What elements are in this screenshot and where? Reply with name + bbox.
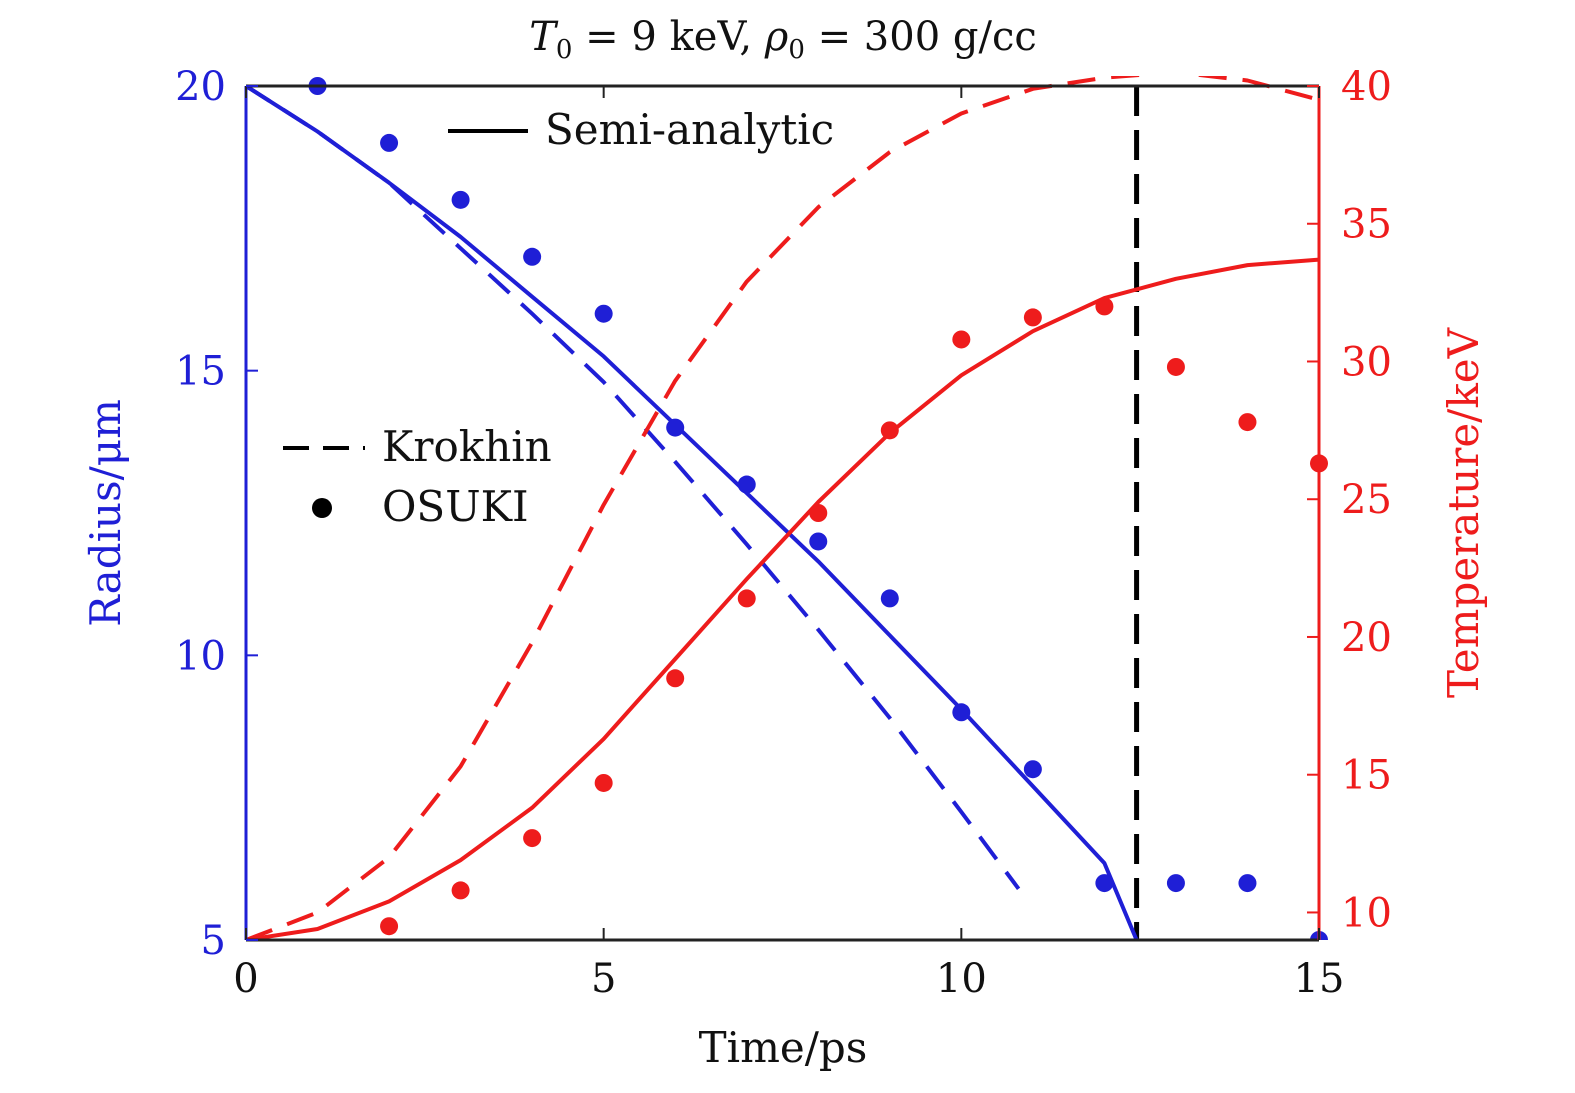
legend-osuki: OSUKI <box>312 482 529 531</box>
legend-dot-swatch <box>312 498 332 518</box>
temperature-osuki-point <box>809 504 828 522</box>
chart-title: T0 = 9 keV, ρ0 = 300 g/cc <box>529 14 1037 65</box>
radius-semi-analytic-line <box>246 84 1139 940</box>
radius-osuki-point <box>1166 874 1185 893</box>
legend-osuki-label: OSUKI <box>382 482 529 531</box>
radius-osuki-point <box>880 589 899 608</box>
y-tick-label-right: 40 <box>1341 64 1392 110</box>
temperature-osuki-point <box>880 421 899 440</box>
legend-semi-analytic-label: Semi-analytic <box>545 105 834 154</box>
temperature-osuki-point <box>1166 357 1185 376</box>
radius-osuki-point <box>1238 874 1257 893</box>
y-tick-label-right: 30 <box>1341 339 1392 385</box>
temperature-osuki-point <box>1095 297 1114 316</box>
x-tick-label: 0 <box>233 956 258 1002</box>
radius-osuki-point <box>737 475 756 494</box>
y-axis-label-left: Radius/μm <box>81 399 130 627</box>
axes <box>244 84 1321 942</box>
y-tick-label-right: 25 <box>1341 477 1392 523</box>
radius-osuki-point <box>952 703 971 722</box>
y-tick-label-left: 5 <box>201 918 226 964</box>
y-tick-label-right: 20 <box>1341 615 1392 661</box>
title-t-symbol: T <box>529 14 559 60</box>
radius-krokhin-line <box>246 84 1021 890</box>
legend-semi-analytic: Semi-analytic <box>448 105 834 154</box>
radius-osuki-point <box>809 532 828 551</box>
x-tick-label: 5 <box>591 956 616 1002</box>
temperature-krokhin-line <box>246 76 1320 940</box>
y-tick-label-left: 20 <box>175 64 226 110</box>
x-axis-label: Time/ps <box>699 1023 868 1072</box>
temperature-osuki-point <box>737 589 756 608</box>
radius-osuki-point <box>666 418 685 437</box>
temperature-osuki-points <box>380 297 1328 936</box>
x-tick-label: 10 <box>936 956 987 1002</box>
temperature-osuki-point <box>1238 413 1257 432</box>
y-tick-label-left: 15 <box>175 349 226 395</box>
radius-osuki-point <box>523 247 542 266</box>
legend-krokhin-label: Krokhin <box>382 422 552 471</box>
title-rho-symbol: ρ <box>764 14 789 60</box>
y-tick-label-right: 35 <box>1341 202 1392 248</box>
radius-osuki-point <box>594 304 613 323</box>
radius-osuki-point <box>1023 760 1042 779</box>
plot-area <box>246 76 1328 940</box>
y-tick-label-right: 15 <box>1341 753 1392 799</box>
title-rho-value: = 300 g/cc <box>805 14 1037 60</box>
radius-osuki-points <box>308 77 1328 940</box>
legend-krokhin: Krokhin <box>283 422 552 471</box>
title-rho-sub: 0 <box>788 35 805 65</box>
temperature-osuki-point <box>952 330 971 349</box>
temperature-osuki-point <box>451 881 470 900</box>
title-t-value: = 9 keV, <box>572 14 764 60</box>
radius-osuki-point <box>451 190 470 209</box>
temperature-semi-analytic-line <box>246 257 1320 940</box>
temperature-osuki-point <box>1023 308 1042 327</box>
radius-osuki-point <box>1095 874 1114 893</box>
temperature-osuki-point <box>380 917 399 936</box>
y-tick-label-left: 10 <box>175 633 226 679</box>
y-tick-label-right: 10 <box>1341 890 1392 936</box>
temperature-osuki-point <box>523 829 542 848</box>
title-t-sub: 0 <box>556 35 573 65</box>
y-axis-label-right: Temperature/keV <box>1439 327 1488 698</box>
temperature-osuki-point <box>594 773 613 792</box>
x-tick-label: 15 <box>1294 956 1345 1002</box>
radius-osuki-point <box>380 133 399 152</box>
temperature-osuki-point <box>666 669 685 688</box>
